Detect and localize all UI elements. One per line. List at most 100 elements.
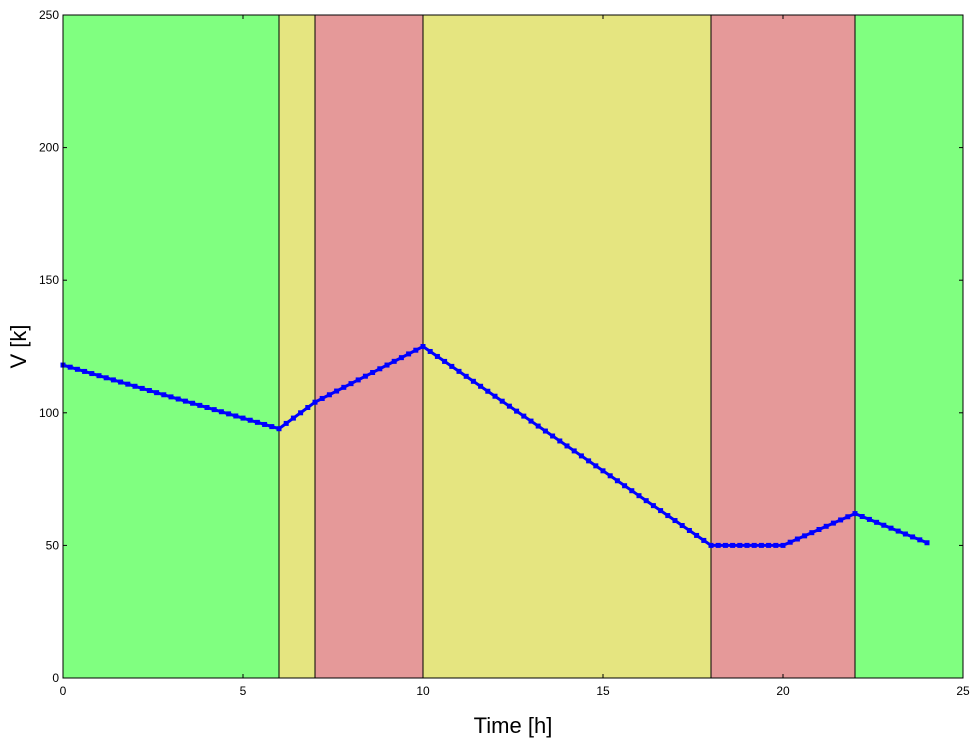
data-point-59 xyxy=(485,388,491,394)
data-point-39 xyxy=(341,384,347,390)
data-point-86 xyxy=(679,523,685,529)
x-axis-title: Time [h] xyxy=(474,713,553,738)
data-point-72 xyxy=(578,453,584,459)
data-point-111 xyxy=(859,513,865,519)
data-point-12 xyxy=(146,388,152,394)
data-point-45 xyxy=(384,362,390,368)
data-point-37 xyxy=(326,392,332,398)
data-point-120 xyxy=(924,540,930,546)
data-point-78 xyxy=(622,483,628,489)
data-point-48 xyxy=(406,351,412,357)
x-tick-label-0: 0 xyxy=(60,684,67,698)
data-point-108 xyxy=(838,517,844,523)
data-point-1 xyxy=(67,364,73,370)
x-tick-label-3: 15 xyxy=(596,684,610,698)
data-point-103 xyxy=(802,533,808,539)
data-point-22 xyxy=(218,409,224,415)
data-point-24 xyxy=(233,413,239,419)
data-point-18 xyxy=(190,400,196,406)
data-point-77 xyxy=(614,478,620,484)
x-tick-label-1: 5 xyxy=(240,684,247,698)
data-point-84 xyxy=(665,513,671,519)
data-point-53 xyxy=(442,358,448,364)
data-point-104 xyxy=(809,530,815,536)
plot-frame xyxy=(62,14,964,679)
data-point-99 xyxy=(773,542,779,548)
data-point-69 xyxy=(557,438,563,444)
data-point-40 xyxy=(348,381,354,387)
data-point-50 xyxy=(420,344,426,349)
data-point-10 xyxy=(132,383,138,389)
series-layer xyxy=(60,344,930,548)
data-point-11 xyxy=(139,385,145,391)
data-point-25 xyxy=(240,415,246,421)
data-point-3 xyxy=(82,368,88,374)
data-point-98 xyxy=(766,542,772,548)
data-point-26 xyxy=(247,417,253,423)
data-point-71 xyxy=(571,448,577,454)
data-point-63 xyxy=(514,408,520,414)
data-point-102 xyxy=(794,536,800,542)
data-point-9 xyxy=(125,381,131,387)
data-point-75 xyxy=(600,468,606,474)
data-point-89 xyxy=(701,537,707,543)
data-point-96 xyxy=(751,542,757,548)
data-point-91 xyxy=(715,542,721,548)
data-point-30 xyxy=(276,426,282,432)
data-point-83 xyxy=(658,508,664,514)
background-band-3 xyxy=(423,15,711,678)
data-point-19 xyxy=(197,402,203,408)
data-point-55 xyxy=(456,368,462,374)
data-point-15 xyxy=(168,394,174,400)
y-tick-label-0: 0 xyxy=(52,671,59,685)
y-tick-label-1: 50 xyxy=(46,538,60,552)
data-point-32 xyxy=(290,415,296,421)
data-point-95 xyxy=(744,542,750,548)
data-point-56 xyxy=(463,373,469,379)
data-point-97 xyxy=(758,542,764,548)
data-point-93 xyxy=(730,542,736,548)
data-point-92 xyxy=(722,542,728,548)
background-band-4 xyxy=(711,15,855,678)
data-point-46 xyxy=(391,358,397,364)
data-point-62 xyxy=(506,403,512,409)
data-point-73 xyxy=(586,458,592,464)
data-point-88 xyxy=(694,532,700,538)
data-point-70 xyxy=(564,443,570,449)
data-point-113 xyxy=(874,519,880,525)
y-tick-label-5: 250 xyxy=(39,8,59,22)
data-point-100 xyxy=(780,542,786,548)
data-point-13 xyxy=(154,390,160,396)
data-point-114 xyxy=(881,522,887,528)
background-band-2 xyxy=(315,15,423,678)
data-point-76 xyxy=(607,473,613,479)
data-point-81 xyxy=(643,498,649,504)
data-point-35 xyxy=(312,399,318,405)
data-point-5 xyxy=(96,373,102,379)
data-point-57 xyxy=(470,378,476,384)
data-point-115 xyxy=(888,525,894,531)
data-point-2 xyxy=(74,366,80,372)
data-point-67 xyxy=(542,428,548,434)
data-point-65 xyxy=(528,418,534,424)
data-point-42 xyxy=(362,373,368,379)
data-point-21 xyxy=(211,407,217,413)
data-point-52 xyxy=(434,353,440,359)
data-point-33 xyxy=(298,410,304,416)
data-point-28 xyxy=(262,421,268,427)
data-point-38 xyxy=(334,388,340,394)
data-point-6 xyxy=(103,375,109,381)
data-point-118 xyxy=(910,534,916,540)
data-point-117 xyxy=(902,531,908,537)
data-point-47 xyxy=(398,355,404,361)
data-point-36 xyxy=(319,395,325,401)
data-point-16 xyxy=(175,396,181,402)
data-point-49 xyxy=(413,347,419,353)
data-point-64 xyxy=(521,413,527,419)
data-point-106 xyxy=(823,523,829,529)
data-point-101 xyxy=(787,539,793,545)
data-point-41 xyxy=(355,377,361,383)
data-point-87 xyxy=(686,527,692,533)
data-point-14 xyxy=(161,392,167,398)
data-point-82 xyxy=(650,503,656,509)
